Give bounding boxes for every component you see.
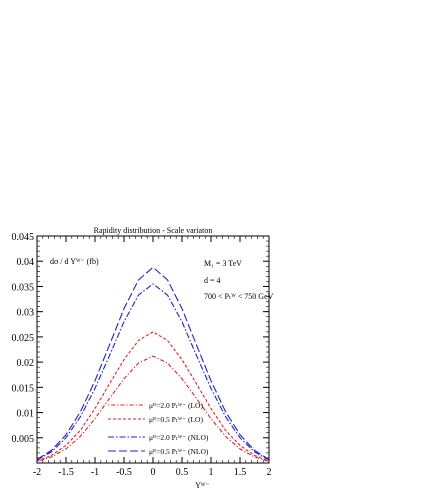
x-tick-label: -0.5 <box>116 467 132 478</box>
y-tick-label: 0.005 <box>12 434 35 445</box>
y-tick-label: 0.04 <box>17 257 35 268</box>
y-tick-label: 0.025 <box>12 333 35 344</box>
legend-label-3: μᴿ=0.5 Pₜᵂ⁻ (NLO) <box>149 447 209 456</box>
x-tick-label: 1 <box>209 467 214 478</box>
x-tick-label: -2 <box>33 467 41 478</box>
legend: μᴿ=2.0 Pₜᵂ⁻ (LO) μᴿ=0.5 Pₜᵂ⁻ (LO) μᴿ=2.0 P… <box>108 401 209 456</box>
x-tick-label: 1.5 <box>234 467 247 478</box>
legend-label-0: μᴿ=2.0 Pₜᵂ⁻ (LO) <box>149 401 203 410</box>
annotation-dimension: d = 4 <box>204 276 221 285</box>
x-tick-label: 0.5 <box>176 467 189 478</box>
legend-label-2: μᴿ=2.0 Pₜᵂ⁻ (NLO) <box>149 433 209 442</box>
chart-title: Rapidity distribution - Scale variaton <box>94 226 213 235</box>
series-line-0 <box>36 355 270 463</box>
annotation-mass: M₁ = 3 TeV <box>204 259 242 268</box>
y-tick-label: 0.01 <box>17 409 35 420</box>
y-axis-label: dσ / d Yᵂ⁻ (fb) <box>50 257 99 266</box>
series-line-2 <box>36 283 270 461</box>
x-tick-label: 2 <box>267 467 272 478</box>
annotation-pt-cut: 700 < Pₜᵂ < 750 GeV <box>204 292 274 301</box>
y-tick-label: 0.045 <box>12 232 35 243</box>
x-tick-label: 0 <box>151 467 156 478</box>
y-tick-label: 0.015 <box>12 383 35 394</box>
x-axis-label: Yᵂ⁻ <box>195 481 209 490</box>
y-tick-label: 0.02 <box>17 358 35 369</box>
legend-label-1: μᴿ=0.5 Pₜᵂ⁻ (LO) <box>149 415 203 424</box>
series-line-3 <box>36 266 270 460</box>
x-tick-label: -1 <box>91 467 99 478</box>
x-tick-label: -1.5 <box>58 467 74 478</box>
y-tick-label: 0.03 <box>17 308 35 319</box>
y-tick-label: 0.035 <box>12 282 35 293</box>
series-line-1 <box>36 331 270 462</box>
